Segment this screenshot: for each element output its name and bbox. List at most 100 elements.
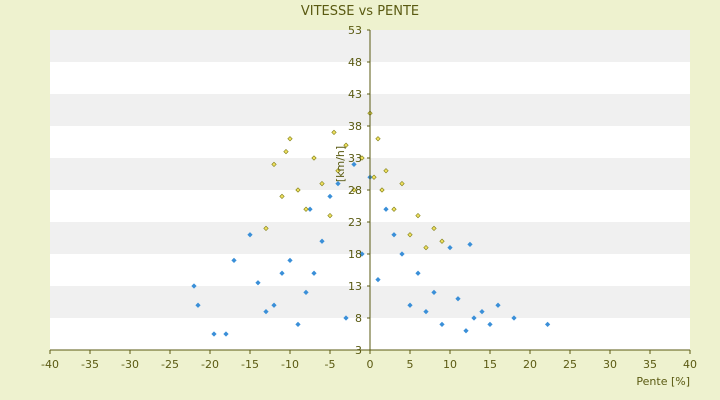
x-tick-label: 0 — [367, 358, 374, 371]
x-tick-label: 35 — [643, 358, 657, 371]
data-point — [423, 244, 429, 251]
data-point — [455, 296, 461, 302]
data-point — [343, 315, 349, 321]
data-point — [467, 241, 473, 248]
y-tick-label: 18 — [348, 248, 362, 261]
data-point — [211, 331, 217, 337]
data-point — [351, 187, 357, 193]
data-point — [287, 136, 293, 142]
x-tick-label: 25 — [563, 358, 577, 371]
x-tick-label: -35 — [81, 358, 99, 371]
x-tick-label: 30 — [603, 358, 617, 371]
data-point — [307, 206, 313, 212]
x-tick-label: -10 — [281, 358, 299, 371]
x-tick-label: 15 — [483, 358, 497, 371]
data-point — [415, 212, 421, 219]
data-point — [379, 187, 385, 193]
data-point — [495, 302, 501, 308]
data-point — [271, 161, 277, 168]
data-point — [279, 270, 285, 276]
x-axis-ticks: -40 -35 -30 -25 -20 -15 -10 -5 0 5 10 15 20 25 30 35 40 — [41, 350, 697, 371]
data-point — [327, 193, 333, 200]
y-tick-label: 3 — [355, 344, 362, 357]
x-tick-label: -25 — [161, 358, 179, 371]
data-point — [431, 289, 437, 296]
data-point — [331, 129, 337, 136]
x-tick-label: -30 — [121, 358, 139, 371]
y-tick-label: 43 — [348, 88, 362, 101]
data-point — [399, 251, 405, 257]
data-point — [479, 308, 485, 315]
data-point — [247, 232, 253, 238]
data-point — [231, 257, 237, 264]
data-point — [407, 232, 413, 238]
data-point — [327, 212, 333, 219]
data-point — [371, 174, 377, 180]
data-point — [383, 206, 389, 212]
data-point — [511, 315, 517, 321]
data-point — [335, 168, 341, 174]
y-tick-label: 38 — [348, 120, 362, 133]
y-axis-label: [km/h] — [334, 146, 347, 182]
y-tick-label: 53 — [348, 24, 362, 37]
data-point — [415, 270, 421, 276]
data-point — [311, 155, 317, 161]
data-point — [375, 136, 381, 142]
data-point — [295, 321, 301, 328]
x-tick-label: 40 — [683, 358, 697, 371]
y-tick-label: 28 — [348, 184, 362, 197]
data-point — [359, 251, 365, 257]
data-point — [263, 225, 269, 232]
data-point — [303, 206, 309, 212]
data-point — [311, 270, 317, 276]
data-point — [423, 308, 429, 315]
data-point — [195, 302, 201, 308]
y-tick-label: 23 — [348, 216, 362, 229]
data-point — [431, 225, 437, 232]
data-point — [191, 283, 197, 289]
y-tick-label: 13 — [348, 280, 362, 293]
data-point — [463, 328, 469, 334]
data-point — [359, 155, 365, 161]
y-tick-label: 48 — [348, 56, 362, 69]
data-point — [283, 148, 289, 155]
data-point — [271, 302, 277, 308]
data-point — [487, 321, 493, 328]
x-tick-label: -40 — [41, 358, 59, 371]
data-point — [343, 142, 349, 148]
y-tick-label: 8 — [355, 312, 362, 325]
data-point — [447, 244, 453, 251]
x-tick-label: -5 — [325, 358, 336, 371]
chart-title: VITESSE vs PENTE — [301, 4, 419, 19]
data-point — [391, 232, 397, 238]
data-point — [439, 321, 445, 328]
data-point — [375, 276, 381, 283]
x-tick-label: -20 — [201, 358, 219, 371]
data-point — [439, 238, 445, 244]
x-tick-label: 5 — [407, 358, 414, 371]
x-tick-label: 20 — [523, 358, 537, 371]
y-tick-label: 33 — [348, 152, 362, 165]
data-point — [383, 168, 389, 174]
data-point — [391, 206, 397, 212]
series-olive-points — [263, 110, 445, 251]
x-axis-label: Pente [%] — [636, 375, 690, 388]
x-tick-label: -15 — [241, 358, 259, 371]
data-point — [319, 180, 325, 187]
data-point — [223, 331, 229, 337]
data-point — [544, 321, 551, 328]
data-point — [351, 161, 357, 168]
data-point — [295, 187, 301, 193]
data-point — [399, 180, 405, 187]
data-point — [335, 180, 341, 187]
data-point — [255, 280, 261, 286]
data-point — [319, 238, 325, 244]
data-point — [287, 257, 293, 264]
data-point — [263, 308, 269, 315]
x-tick-label: 10 — [443, 358, 457, 371]
data-point — [303, 289, 309, 296]
data-point — [407, 302, 413, 308]
